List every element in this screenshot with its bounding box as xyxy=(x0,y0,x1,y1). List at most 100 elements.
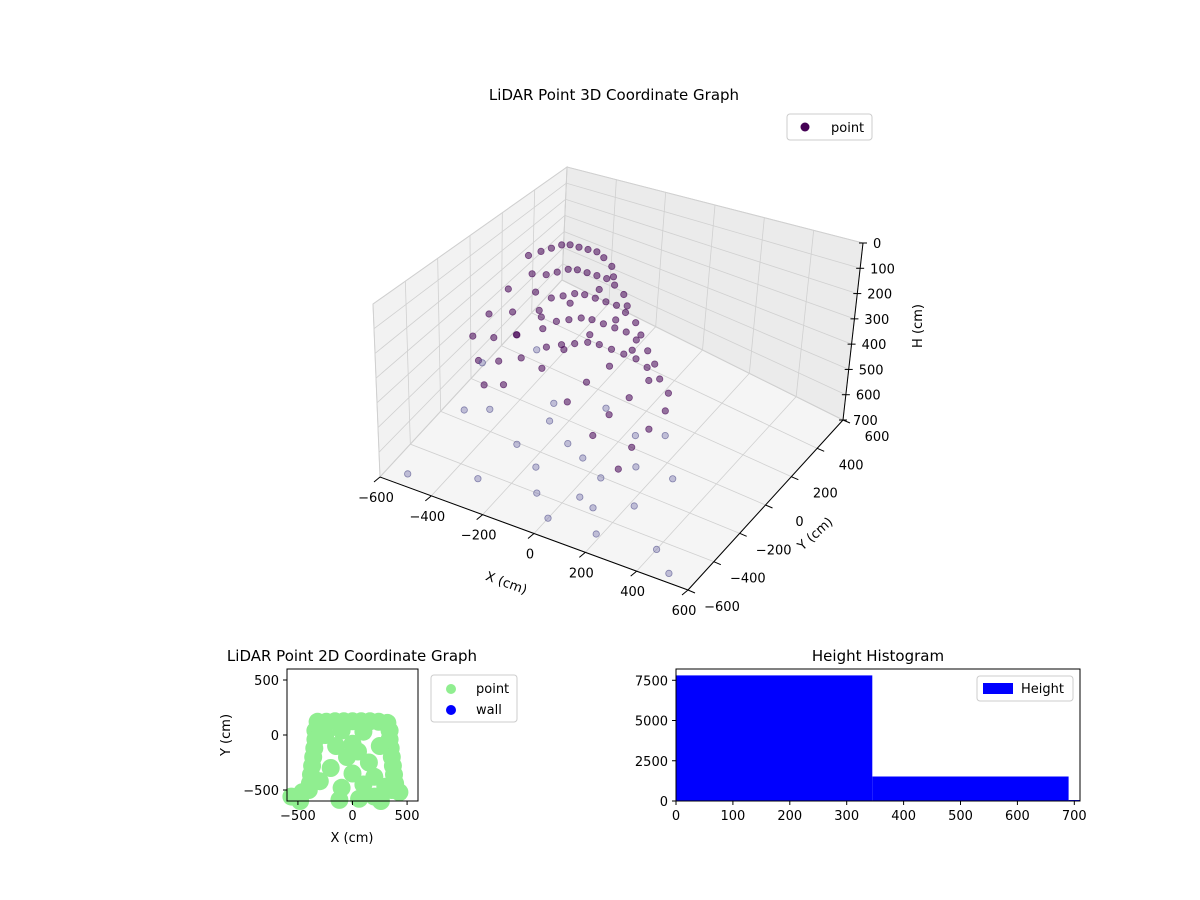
h-tick-label-3d-0: 0 xyxy=(873,237,881,252)
h-tick-label-3d-3: 300 xyxy=(864,313,889,328)
point-3d xyxy=(614,465,622,473)
point-2d xyxy=(359,753,378,772)
point-3d xyxy=(651,360,659,368)
point-3d xyxy=(652,545,661,554)
legend-3d-label: point xyxy=(831,121,864,136)
x-tick-label-hist-0: 0 xyxy=(672,809,680,824)
point-3d xyxy=(553,268,561,276)
points-2d xyxy=(282,712,409,810)
point-3d xyxy=(664,389,673,397)
point-3d xyxy=(661,407,669,415)
point-3d xyxy=(595,285,603,294)
point-3d xyxy=(545,417,554,425)
x-tick-label-3d-6: 600 xyxy=(672,604,697,619)
point-3d xyxy=(597,474,605,482)
y-tick-3d-4 xyxy=(791,476,799,481)
point-3d xyxy=(474,475,482,483)
chart-3d: LiDAR Point 3D Coordinate Graph −600 −400… xyxy=(358,86,926,619)
point-3d xyxy=(644,347,652,355)
point-3d xyxy=(504,285,512,293)
point-3d xyxy=(528,270,536,278)
point-3d xyxy=(577,314,585,322)
point-3d xyxy=(533,489,541,497)
point-3d xyxy=(593,248,601,256)
y-tick-label-2d-0: −500 xyxy=(243,784,279,799)
y-axis-label-2d: Y (cm) xyxy=(219,714,234,757)
point-3d xyxy=(599,320,608,328)
y-tick-label-3d-4: 200 xyxy=(813,487,838,502)
point-3d xyxy=(583,269,591,277)
x-tick-label-3d-2: −200 xyxy=(461,529,497,544)
point-3d xyxy=(665,569,673,578)
histogram-title: Height Histogram xyxy=(812,647,944,665)
x-tick-3d-0 xyxy=(373,476,381,483)
grid-line-h-2 xyxy=(374,198,858,354)
point-3d xyxy=(552,317,561,325)
point-3d xyxy=(404,470,412,478)
ticks-2d: −500 0 500 −500 0 500 xyxy=(243,674,419,824)
x-tick-3d-6 xyxy=(681,589,689,596)
point-2d xyxy=(343,764,362,783)
point-3d xyxy=(612,301,621,309)
point-3d xyxy=(524,251,533,260)
point-3d xyxy=(542,271,550,279)
point-3d xyxy=(486,405,494,413)
point-3d xyxy=(631,431,640,440)
chart-histogram: Height Histogram 0 100 200 300 400 500 600 7000… xyxy=(635,647,1087,824)
point-3d xyxy=(609,273,618,281)
legend-histogram-frame xyxy=(976,675,1074,702)
point-3d xyxy=(571,289,579,298)
plot-frame-histogram xyxy=(675,668,1081,802)
point-2d xyxy=(354,775,373,794)
point-3d xyxy=(495,357,503,365)
point-3d xyxy=(637,331,645,339)
point-3d xyxy=(602,404,610,412)
point-3d xyxy=(579,454,587,462)
grid-line-h-6 xyxy=(378,263,847,453)
point-3d xyxy=(513,440,521,448)
x-tick-label-3d-5: 400 xyxy=(620,585,645,600)
point-2d xyxy=(332,721,351,740)
x-tick-label-3d-4: 200 xyxy=(569,566,594,581)
y-tick-3d-3 xyxy=(765,504,773,509)
point-3d xyxy=(605,411,613,419)
y-tick-label-hist-3: 7500 xyxy=(635,674,668,689)
x-axis-label-3d: X (cm) xyxy=(483,569,529,598)
point-2d xyxy=(316,726,335,744)
point-3d xyxy=(537,247,545,255)
point-3d xyxy=(469,332,477,340)
y-tick-label-3d-1: −400 xyxy=(730,572,766,587)
x-tick-label-2d-2: 500 xyxy=(395,809,420,824)
point-2d xyxy=(354,722,373,741)
point-3d xyxy=(566,241,574,249)
point-3d xyxy=(605,362,614,370)
histogram-bars xyxy=(676,675,1080,801)
x-tick-label-2d-0: −500 xyxy=(280,809,316,824)
point-3d xyxy=(595,340,603,349)
point-3d xyxy=(550,399,558,407)
point-3d xyxy=(632,355,640,363)
y-tick-label-3d-5: 400 xyxy=(839,458,864,473)
point-3d xyxy=(586,331,594,339)
point-3d xyxy=(542,343,551,351)
legend-3d-frame xyxy=(786,113,873,141)
h-tick-label-3d-2: 200 xyxy=(867,288,892,303)
x-tick-label-3d-1: −400 xyxy=(409,510,445,525)
point-3d xyxy=(581,291,589,299)
legend-2d-label-point: point xyxy=(476,682,509,697)
point-3d xyxy=(480,381,488,389)
grid-line-h-4 xyxy=(376,231,852,404)
point-3d xyxy=(584,245,592,254)
point-3d xyxy=(620,350,628,358)
legend-histogram-swatch xyxy=(983,683,1013,694)
h-tick-label-3d-1: 100 xyxy=(870,262,895,277)
legend-2d-label-wall: wall xyxy=(476,703,502,718)
point-3d xyxy=(535,306,543,314)
x-tick-label-hist-3: 300 xyxy=(834,809,859,824)
point-2d xyxy=(343,734,362,753)
y-tick-label-3d-6: 600 xyxy=(865,430,890,445)
chart-3d-title: LiDAR Point 3D Coordinate Graph xyxy=(489,86,739,104)
point-3d xyxy=(600,254,608,262)
